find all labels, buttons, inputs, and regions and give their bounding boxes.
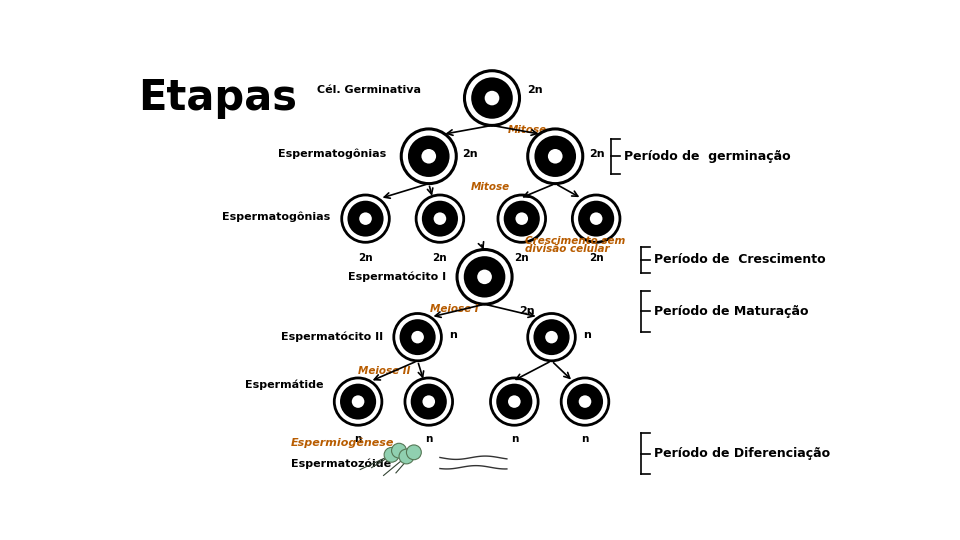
Ellipse shape — [515, 212, 529, 226]
Text: Período de  germinação: Período de germinação — [624, 150, 791, 163]
Ellipse shape — [535, 321, 568, 354]
Ellipse shape — [342, 195, 390, 242]
Ellipse shape — [351, 395, 365, 409]
Text: Espermatócito I: Espermatócito I — [348, 272, 445, 282]
Text: n: n — [583, 330, 590, 340]
Ellipse shape — [342, 385, 374, 418]
Ellipse shape — [406, 445, 421, 460]
Text: divisão celular: divisão celular — [525, 245, 611, 254]
Ellipse shape — [491, 378, 539, 426]
Ellipse shape — [589, 212, 603, 226]
Ellipse shape — [497, 385, 531, 418]
Ellipse shape — [578, 395, 592, 409]
Ellipse shape — [484, 90, 500, 106]
Ellipse shape — [465, 71, 519, 125]
Ellipse shape — [392, 443, 406, 458]
Text: Meiose II: Meiose II — [358, 366, 410, 376]
Ellipse shape — [572, 195, 620, 242]
Ellipse shape — [416, 195, 464, 242]
Text: 2n: 2n — [588, 253, 604, 262]
Text: 2n: 2n — [462, 149, 478, 159]
Ellipse shape — [410, 137, 448, 176]
Ellipse shape — [334, 378, 382, 426]
Text: 2n: 2n — [527, 85, 542, 94]
Ellipse shape — [401, 321, 434, 354]
Ellipse shape — [411, 330, 424, 344]
Ellipse shape — [476, 269, 492, 285]
Text: Etapas: Etapas — [138, 77, 298, 119]
Text: Cél. Germinativa: Cél. Germinativa — [318, 85, 421, 94]
Text: Mitose: Mitose — [470, 182, 510, 192]
Text: Período de  Crescimento: Período de Crescimento — [654, 253, 826, 266]
Ellipse shape — [580, 202, 612, 235]
Ellipse shape — [544, 330, 559, 344]
Ellipse shape — [423, 202, 457, 235]
Ellipse shape — [528, 129, 583, 184]
Text: 2n: 2n — [358, 253, 372, 262]
Text: Período de Diferenciação: Período de Diferenciação — [654, 447, 830, 460]
Ellipse shape — [536, 137, 574, 176]
Ellipse shape — [401, 129, 456, 184]
Text: 2n: 2n — [588, 149, 605, 159]
Text: Espermiogênese: Espermiogênese — [291, 438, 395, 448]
Ellipse shape — [433, 212, 447, 226]
Text: 2n: 2n — [515, 253, 529, 262]
Ellipse shape — [399, 449, 414, 464]
Text: Espermatogônias: Espermatogônias — [278, 149, 386, 159]
Ellipse shape — [457, 249, 512, 304]
Text: n: n — [582, 434, 588, 443]
Text: Crescimento sem: Crescimento sem — [525, 236, 626, 246]
Ellipse shape — [394, 314, 442, 361]
Text: Espermatozóide: Espermatozóide — [291, 458, 392, 469]
Text: n: n — [354, 434, 362, 443]
Text: n: n — [449, 330, 457, 340]
Text: 2n: 2n — [433, 253, 447, 262]
Ellipse shape — [498, 195, 545, 242]
Text: 2n: 2n — [519, 306, 535, 316]
Text: n: n — [511, 434, 518, 443]
Ellipse shape — [412, 385, 445, 418]
Text: Espermatogônias: Espermatogônias — [223, 211, 330, 222]
Ellipse shape — [466, 258, 504, 296]
Ellipse shape — [421, 395, 436, 409]
Text: Espermatócito II: Espermatócito II — [280, 332, 383, 342]
Ellipse shape — [568, 385, 602, 418]
Ellipse shape — [358, 212, 372, 226]
Ellipse shape — [547, 148, 564, 165]
Ellipse shape — [505, 202, 539, 235]
Ellipse shape — [384, 448, 399, 462]
Ellipse shape — [405, 378, 452, 426]
Ellipse shape — [420, 148, 437, 165]
Text: n: n — [425, 434, 432, 443]
Text: Meiose I: Meiose I — [430, 303, 479, 314]
Text: Período de Maturação: Período de Maturação — [654, 305, 808, 318]
Ellipse shape — [562, 378, 609, 426]
Text: Espermátide: Espermátide — [245, 380, 324, 390]
Text: Mitose: Mitose — [508, 125, 547, 135]
Ellipse shape — [472, 79, 512, 117]
Ellipse shape — [528, 314, 575, 361]
Ellipse shape — [507, 395, 521, 409]
Ellipse shape — [348, 202, 382, 235]
